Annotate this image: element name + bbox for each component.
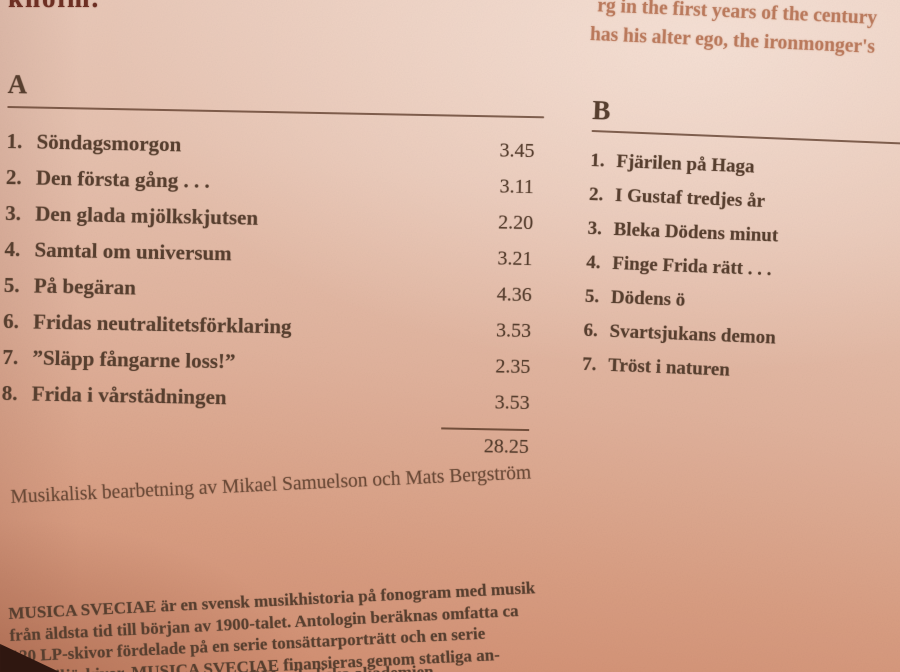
track-title: 3. Den glada mjölkskjutsen (5, 200, 259, 230)
side-a-rule (7, 105, 545, 119)
track-row: 5. Dödens ö (584, 286, 900, 321)
track-title: Tröst i naturen (607, 354, 731, 381)
track-row: 5. På begäran 4.36 (3, 272, 532, 307)
track-row: 3. Bleka Dödens minut (587, 218, 900, 253)
track-number: 1. (6, 128, 23, 154)
track-time: 2.20 (497, 211, 534, 235)
track-number: 1. (589, 149, 606, 172)
track-number: 6. (583, 319, 599, 342)
track-row: 2. I Gustaf tredjes år (589, 184, 900, 219)
track-number: 5. (584, 285, 600, 308)
track-number: 3. (587, 217, 603, 240)
track-number: 2. (588, 183, 604, 206)
side-a-total-block: 28.25 (1, 418, 530, 459)
track-row: 4. Finge Frida rätt . . . (586, 252, 900, 287)
musica-sveciae-paragraph: MUSICA SVECIAE är en svensk musikhistori… (8, 575, 592, 672)
side-a-section: A 1. Söndagsmorgon 3.45 2. Den första gång… (1, 69, 548, 459)
track-row: 2. Den första gång . . . 3.11 (5, 164, 535, 199)
track-number: 2. (5, 164, 22, 190)
track-number: 7. (2, 344, 19, 370)
track-title: 6. Fridas neutralitetsförklaring (2, 308, 292, 339)
arrangement-credit-line: Musikalisk bearbetning av Mikael Samuels… (10, 462, 532, 508)
track-title: 8. Frida i vårstädningen (1, 380, 227, 410)
track-row: 7. ”Släpp fångarne loss!” 2.35 (2, 344, 531, 379)
track-time: 3.53 (494, 391, 530, 415)
track-time: 3.53 (495, 319, 532, 343)
track-time: 3.21 (497, 247, 533, 271)
track-number: 7. (581, 353, 597, 376)
side-a-label: A (7, 69, 28, 100)
track-title: 7. ”Släpp fångarne loss!” (2, 344, 236, 374)
track-title: Svartsjukans demon (609, 320, 777, 349)
track-row: 8. Frida i vårstädningen 3.53 (1, 380, 530, 415)
side-b-section: B 1. Fjärilen på Haga 2. I Gustaf tredjes … (581, 95, 900, 400)
track-row: 6. Fridas neutralitetsförklaring 3.53 (2, 308, 532, 343)
track-row: 4. Samtal om universum 3.21 (4, 236, 533, 271)
track-title: Bleka Dödens minut (613, 218, 779, 247)
track-number: 3. (5, 200, 22, 226)
track-row: 3. Den glada mjölkskjutsen 2.20 (5, 200, 534, 235)
track-title: 1. Söndagsmorgon (6, 128, 182, 157)
track-title: 4. Samtal om universum (4, 236, 232, 266)
track-time: 3.11 (499, 175, 535, 199)
english-notes-fragment: rg in the first years of the century has… (589, 0, 900, 68)
track-number: 5. (3, 272, 20, 298)
track-row: 6. Svartsjukans demon (583, 320, 899, 355)
side-b-label: B (591, 95, 612, 126)
track-time: 3.45 (499, 139, 535, 163)
track-number: 4. (585, 251, 601, 274)
track-title: Dödens ö (610, 286, 686, 311)
total-time: 28.25 (483, 435, 530, 459)
track-row: 1. Söndagsmorgon 3.45 (6, 128, 535, 163)
track-title: 2. Den första gång . . . (5, 164, 210, 193)
track-title: I Gustaf tredjes år (614, 184, 766, 212)
track-row: 7. Tröst i naturen (582, 354, 898, 389)
clipped-heading-fragment: kholm. (8, 0, 100, 14)
track-title: Finge Frida rätt . . . (611, 252, 772, 281)
track-time: 2.35 (495, 355, 531, 379)
track-number: 8. (1, 380, 18, 406)
total-rule (441, 427, 530, 432)
track-number: 6. (2, 308, 20, 334)
track-number: 4. (4, 236, 21, 262)
track-time: 4.36 (496, 283, 532, 307)
track-title: Fjärilen på Haga (615, 150, 755, 178)
track-row: 1. Fjärilen på Haga (590, 150, 900, 185)
track-title: 5. På begäran (3, 272, 137, 300)
